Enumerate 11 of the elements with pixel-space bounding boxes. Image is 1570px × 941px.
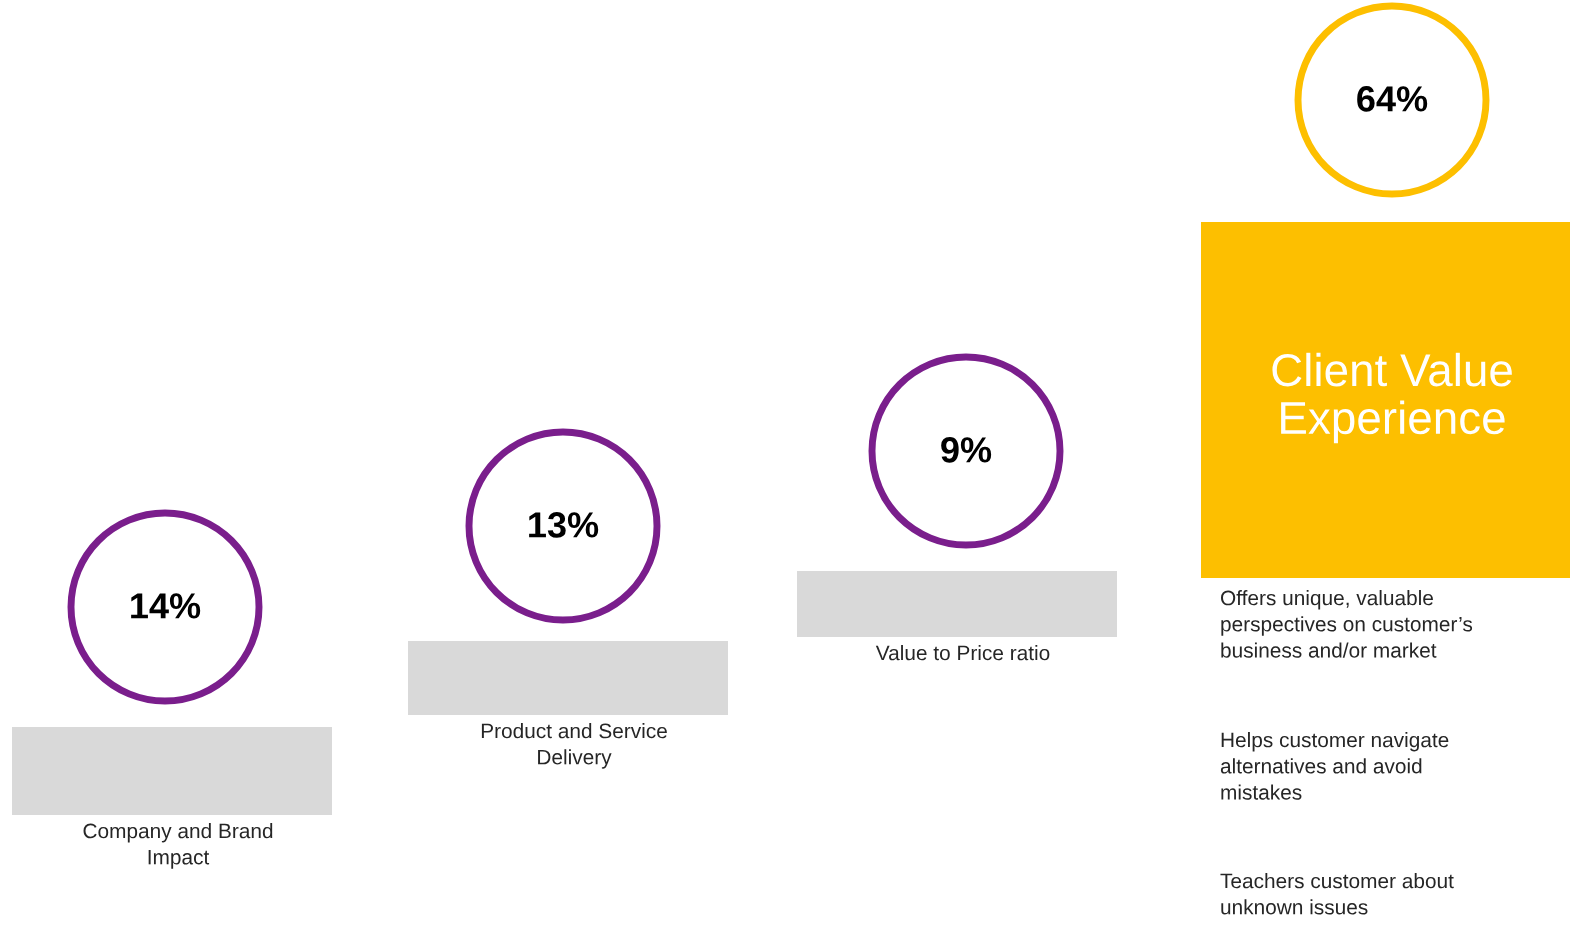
text: Offers unique, valuable perspectives on customer’s business and/or market [1220, 590, 1473, 658]
category-label: Company and Brand Impact [83, 823, 273, 869]
text: Helps customer navigate alternatives and avoid mistakes [1220, 732, 1449, 800]
data-label: 13% [529, 512, 599, 538]
category-label: Client Value Experience [1272, 352, 1512, 444]
text: Teachers customer about unknown issues [1220, 873, 1454, 915]
data-label: 14% [131, 593, 201, 619]
data-label: 9% [941, 437, 992, 463]
category-label: Product and Service Delivery [481, 723, 667, 769]
category-label: Value to Price ratio [875, 645, 1050, 661]
data-label: 64% [1357, 86, 1428, 112]
